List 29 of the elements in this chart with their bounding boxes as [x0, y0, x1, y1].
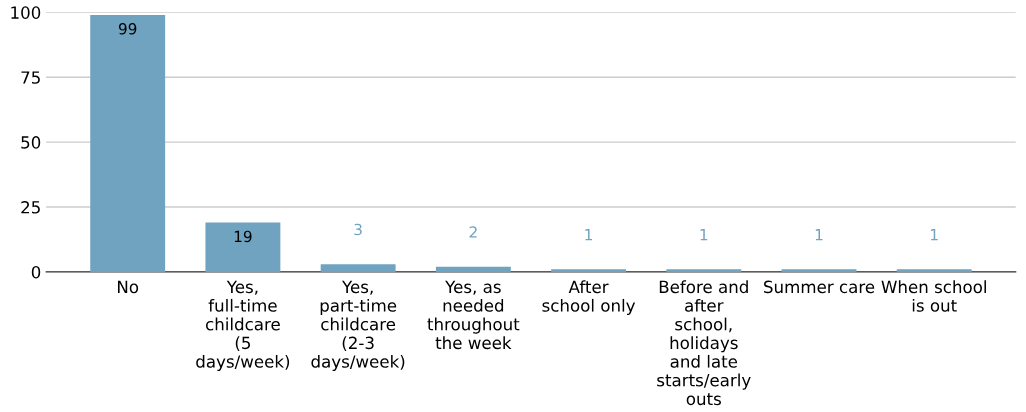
data-label: 2 — [469, 226, 477, 238]
bar — [320, 264, 396, 272]
data-label: 1 — [585, 229, 593, 241]
bar — [896, 269, 972, 272]
data-label: 1 — [815, 229, 823, 241]
bar — [666, 269, 742, 272]
data-label: 1 — [700, 229, 708, 241]
x-tick-label: When school is out — [881, 280, 986, 312]
bar — [781, 269, 857, 272]
bar — [551, 269, 627, 272]
y-tick-label: 25 — [21, 200, 40, 214]
y-tick-label: 75 — [21, 71, 40, 84]
y-tick-label: 0 — [31, 265, 41, 279]
data-label: 99 — [118, 23, 137, 35]
data-label: 3 — [354, 223, 362, 236]
bar — [435, 266, 511, 272]
x-tick-label: Yes, as needed throughout the week — [427, 280, 520, 350]
y-tick-label: 50 — [21, 136, 41, 149]
x-tick-label: Summer care — [764, 280, 875, 294]
data-label: 1 — [931, 229, 938, 241]
y-tick-label: 100 — [11, 6, 41, 19]
x-tick-label: Yes, part-time childcare (2-3 days/week) — [311, 280, 405, 372]
x-tick-label: No — [117, 280, 139, 294]
bar — [205, 222, 281, 272]
x-tick-label: Before and after school, holidays and late starts/early outs — [657, 280, 751, 406]
bar — [90, 14, 166, 272]
x-tick-label: After school only — [542, 280, 636, 316]
data-label: 19 — [234, 230, 252, 243]
x-tick-label: Yes, full-time childcare (5 days/week) — [196, 280, 290, 372]
